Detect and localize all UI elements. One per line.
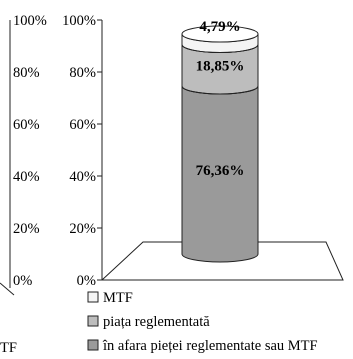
left-partial-panel: 0% 20% 40% 60% 80% 100% TF bbox=[0, 13, 47, 356]
legend-label: în afara pieței reglementate sau MTF bbox=[102, 338, 318, 354]
legend-swatch bbox=[87, 339, 99, 351]
left-y-tick-label: 20% bbox=[13, 221, 40, 237]
y-tick-label: 60% bbox=[69, 117, 96, 133]
y-tick-label: 100% bbox=[62, 13, 96, 29]
segment-boundary bbox=[181, 85, 259, 95]
left-y-tick-label: 80% bbox=[13, 65, 40, 81]
y-tick-label: 20% bbox=[69, 221, 96, 237]
y-tick-label: 80% bbox=[69, 65, 96, 81]
left-y-tick-label: 60% bbox=[13, 117, 40, 133]
legend-label: piața reglementată bbox=[103, 314, 210, 330]
main-chart-panel: 0% 20% 40% 60% 80% 100% 76,36% 18,85% 4,79% MTF… bbox=[62, 13, 344, 354]
legend-swatch bbox=[87, 291, 99, 303]
left-panel-floor-edge bbox=[0, 282, 15, 296]
left-y-tick-label: 0% bbox=[13, 273, 32, 289]
cylinder-top-cap bbox=[181, 25, 259, 43]
legend-label: MTF bbox=[103, 290, 133, 306]
left-y-tick-label: 40% bbox=[13, 169, 40, 185]
data-label: 18,85% bbox=[196, 58, 245, 74]
data-label: 76,36% bbox=[196, 163, 245, 179]
left-y-tick-label: 100% bbox=[13, 13, 47, 29]
y-tick-label: 40% bbox=[69, 169, 96, 185]
data-label: 4,79% bbox=[199, 19, 240, 35]
y-tick-label: 0% bbox=[77, 273, 96, 289]
segment-boundary bbox=[181, 44, 259, 54]
left-panel-legend-fragment: TF bbox=[0, 340, 17, 356]
legend-swatch bbox=[87, 315, 99, 327]
